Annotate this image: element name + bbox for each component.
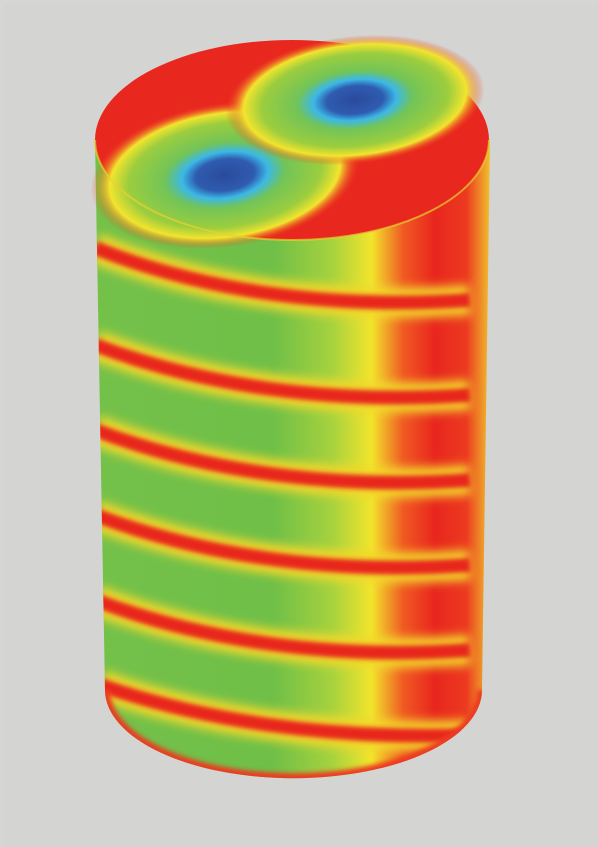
cylinder-visualization	[0, 0, 598, 847]
page	[0, 0, 598, 847]
